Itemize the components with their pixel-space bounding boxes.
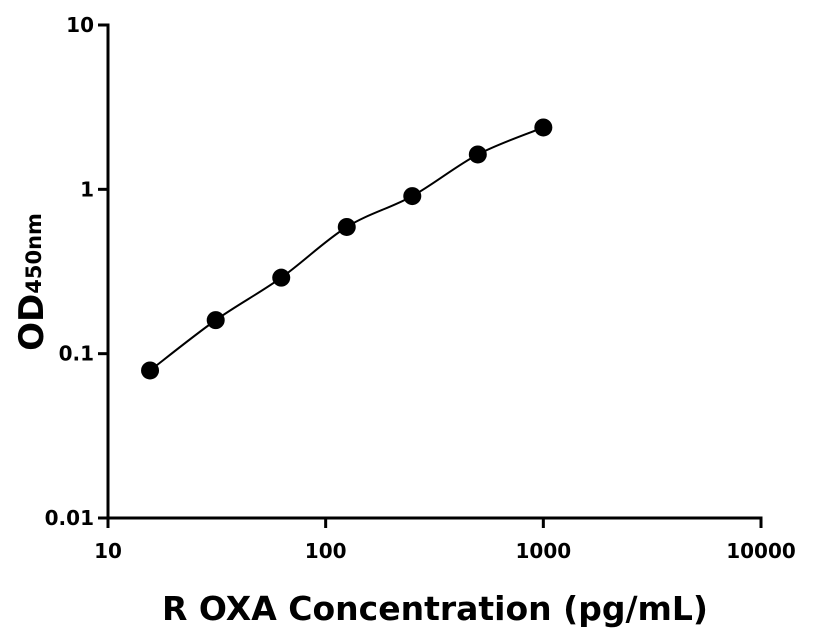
y-tick-label: 1 xyxy=(80,177,94,201)
x-axis-label: R OXA Concentration (pg/mL) xyxy=(162,589,708,628)
x-tick-label: 10000 xyxy=(726,539,796,563)
y-axis-label-main: OD xyxy=(12,294,52,351)
data-point xyxy=(272,268,291,287)
data-point xyxy=(534,118,553,137)
data-point xyxy=(403,187,422,206)
data-point xyxy=(206,311,225,330)
x-tick-label: 10 xyxy=(94,539,122,563)
y-tick-label: 10 xyxy=(66,13,94,37)
data-point xyxy=(337,217,356,236)
y-axis-label-sub: 450nm xyxy=(22,213,46,294)
y-tick-label: 0.1 xyxy=(59,342,94,366)
data-point xyxy=(468,145,487,164)
data-point xyxy=(141,361,160,380)
x-tick-label: 1000 xyxy=(515,539,571,563)
y-tick-label: 0.01 xyxy=(45,506,94,530)
fit-curve xyxy=(149,126,544,372)
y-axis-label: OD450nm xyxy=(12,213,52,351)
x-tick-label: 100 xyxy=(305,539,347,563)
